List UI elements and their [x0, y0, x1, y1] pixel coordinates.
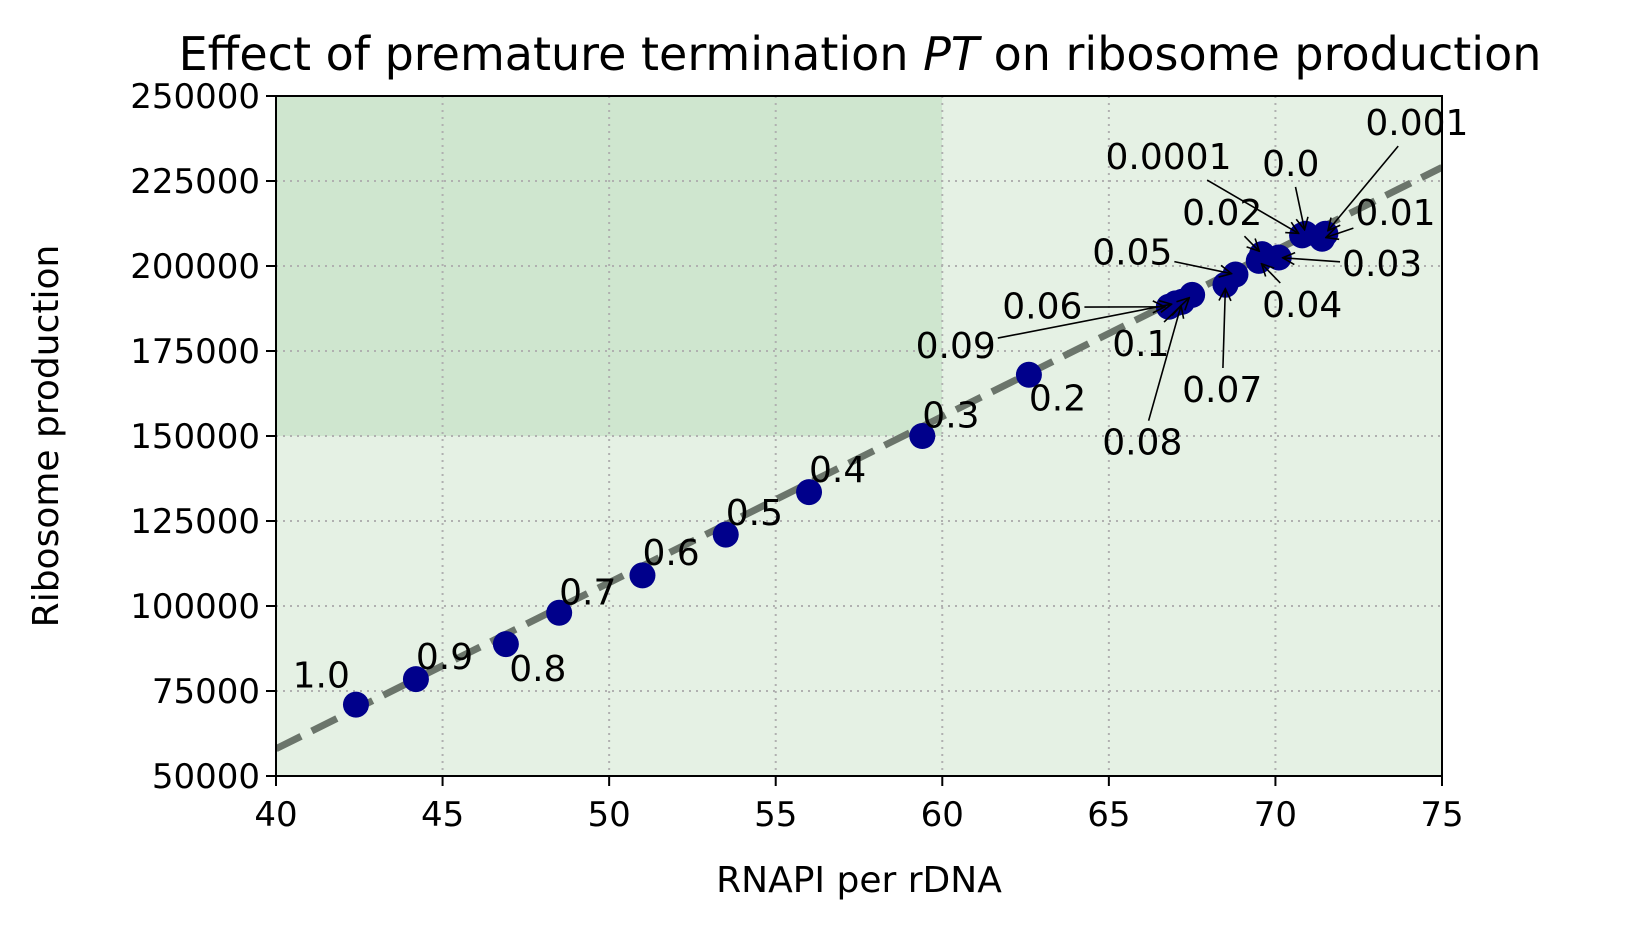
x-tick-label: 75 [1420, 795, 1463, 835]
point-label: 1.0 [293, 656, 350, 697]
point-label: 0.8 [509, 649, 566, 690]
annotation-arrow [997, 304, 1172, 339]
point-label: 0.6 [642, 533, 699, 574]
y-tick-label: 75000 [152, 672, 260, 712]
data-point [492, 631, 519, 658]
y-tick-label: 200000 [130, 247, 260, 287]
y-axis-label: Ribosome production [26, 245, 67, 628]
point-label: 0.3 [922, 396, 979, 437]
annotation-arrow [1206, 179, 1298, 233]
annotation-arrow [1223, 289, 1225, 369]
chart-title: Effect of premature termination PT on ri… [179, 27, 1542, 81]
x-tick-label: 55 [754, 795, 797, 835]
grid-lines [276, 96, 1442, 776]
annotation-arrow [1294, 186, 1305, 230]
data-point [796, 479, 823, 506]
data-point [402, 666, 429, 693]
annotation-arrow [1328, 145, 1399, 231]
point-label: 0.02 [1182, 193, 1262, 234]
x-tick-label: 60 [921, 795, 964, 835]
annotation-arrow [1243, 235, 1259, 251]
point-label: 0.08 [1102, 423, 1182, 464]
data-point [629, 562, 656, 589]
point-label: 0.7 [559, 572, 616, 613]
annotation-arrow [1174, 260, 1231, 274]
point-label: 0.04 [1262, 285, 1342, 326]
annotation-arrow [1147, 306, 1181, 421]
data-point [1015, 361, 1042, 388]
annotation-arrow [1326, 227, 1354, 237]
point-labels: 1.0 0.9 0.80.70.60.50.40.3 0.20.10.090.080.… [293, 103, 1469, 697]
x-axis-label: RNAPI per rDNA [716, 860, 1002, 901]
data-point [1312, 220, 1339, 247]
point-label: 0.0 [1262, 144, 1319, 185]
x-tick-label: 50 [588, 795, 631, 835]
x-tick-label: 70 [1254, 795, 1297, 835]
point-label: 0.01 [1355, 193, 1435, 234]
point-label: 0.9 [416, 637, 473, 678]
data-point [546, 599, 573, 626]
y-tick-label: 175000 [130, 332, 260, 372]
point-label: 0.001 [1365, 103, 1468, 144]
x-tick-label: 40 [254, 795, 297, 835]
data-point [909, 423, 936, 449]
y-tick-label: 225000 [130, 162, 260, 202]
annotation-arrows [997, 145, 1399, 421]
annotation-arrow [1283, 258, 1341, 262]
data-point [712, 521, 739, 548]
y-tick-label: 150000 [130, 417, 260, 457]
data-point [342, 691, 369, 718]
point-label: 0.03 [1342, 244, 1422, 285]
point-label: 0.05 [1092, 232, 1172, 273]
point-label: 0.09 [916, 326, 996, 367]
x-axis-ticks: 40 45 50 55 60 65 70 75 [254, 776, 1464, 835]
point-label: 0.2 [1029, 379, 1086, 420]
y-tick-label: 50000 [152, 757, 260, 797]
y-tick-label: 125000 [130, 502, 260, 542]
point-label: 0.06 [1002, 287, 1082, 328]
x-tick-label: 45 [421, 795, 464, 835]
data-point [1222, 261, 1249, 288]
point-label: 0.4 [809, 450, 866, 491]
point-label: 0.0001 [1106, 137, 1232, 178]
y-tick-label: 100000 [130, 587, 260, 627]
annotation-arrow [1262, 264, 1281, 284]
point-label: 0.1 [1112, 324, 1169, 365]
x-tick-label: 65 [1087, 795, 1130, 835]
y-axis-ticks: 50000 75000 100000 125000 150000 175000 200000… [130, 77, 276, 797]
point-label: 0.5 [726, 493, 783, 534]
y-tick-label: 250000 [130, 77, 260, 117]
point-label: 0.07 [1182, 370, 1262, 411]
